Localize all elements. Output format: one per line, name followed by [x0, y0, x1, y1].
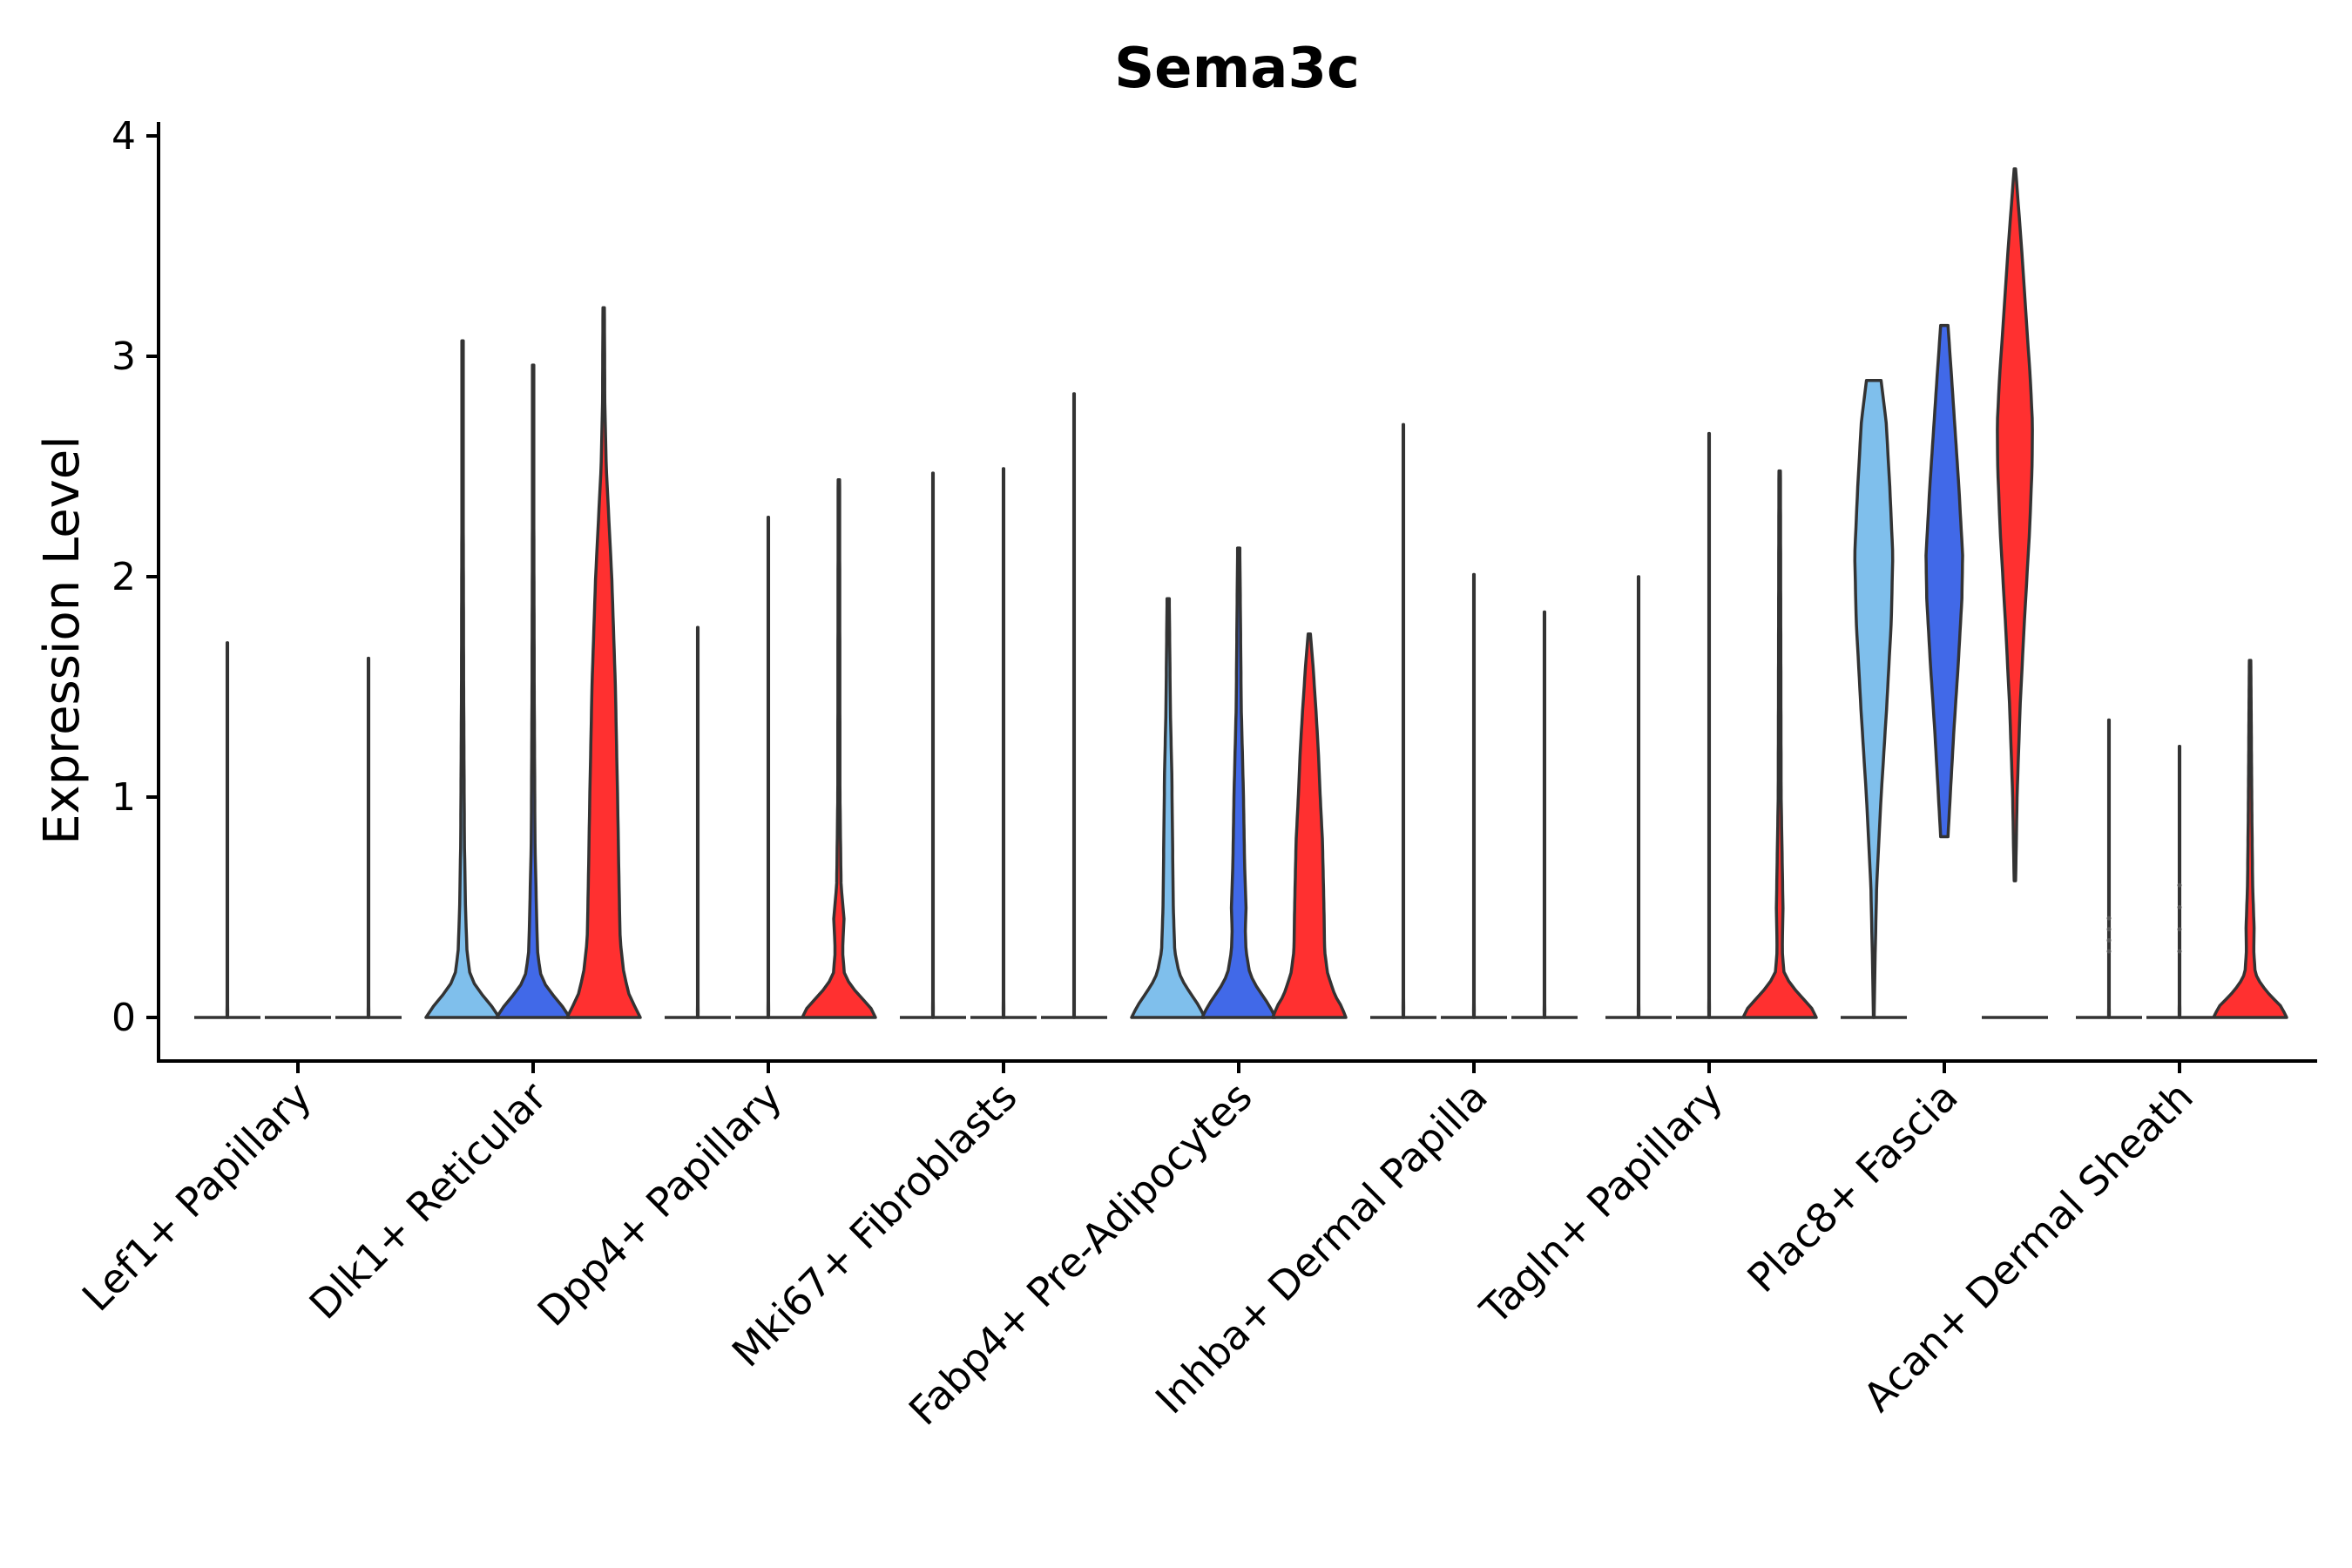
violin-5-0 — [1401, 422, 1406, 1019]
violin-7-2 — [1996, 167, 2034, 882]
violin-3-2 — [1071, 392, 1077, 1019]
outlier-point — [2177, 927, 2182, 932]
violin-8-0 — [2106, 718, 2112, 1019]
violin-7-1 — [1924, 323, 1964, 839]
outlier-point — [2106, 916, 2112, 921]
violin-0-2 — [366, 656, 371, 1019]
y-tick-label: 0 — [112, 996, 136, 1040]
violin-1-0 — [424, 339, 501, 1019]
y-ticks: 0 1 2 3 4 — [112, 114, 159, 1040]
violin-2-1 — [766, 515, 771, 1019]
y-tick-label: 1 — [112, 775, 136, 820]
x-category-label: Tagln+ Papillary — [1470, 1073, 1732, 1335]
violin-0-0 — [225, 641, 230, 1019]
y-tick-label: 3 — [112, 335, 136, 379]
x-category-label: Plac8+ Fascia — [1738, 1073, 1966, 1301]
outlier-point — [2177, 905, 2182, 909]
x-category-label: Dlk1+ Reticular — [301, 1073, 556, 1328]
x-category-label: Dpp4+ Papillary — [529, 1073, 791, 1335]
outlier-point — [2177, 882, 2182, 888]
y-tick-label: 4 — [112, 114, 136, 159]
violin-5-1 — [1471, 572, 1477, 1019]
y-tick-label: 2 — [112, 555, 136, 599]
violin-4-0 — [1130, 597, 1206, 1019]
outlier-point — [2106, 927, 2112, 932]
violin-4-1 — [1200, 546, 1277, 1019]
violin-3-0 — [930, 471, 936, 1019]
outlier-point — [2177, 949, 2182, 954]
x-category-label: Lef1+ Papillary — [73, 1073, 321, 1321]
violin-6-1 — [1707, 431, 1712, 1019]
violin-6-2 — [1741, 469, 1818, 1019]
outlier-point — [2106, 949, 2112, 954]
chart-title: Sema3c — [1114, 37, 1360, 101]
y-axis-label: Expression Level — [34, 436, 91, 845]
violin-8-2 — [2212, 659, 2288, 1019]
violin-1-1 — [495, 363, 571, 1019]
violin-5-2 — [1542, 610, 1547, 1019]
violin-2-2 — [801, 477, 877, 1019]
violin-2-0 — [695, 625, 700, 1019]
outlier-point — [2106, 937, 2112, 943]
violin-7-0 — [1853, 379, 1895, 1019]
violin-1-2 — [565, 306, 642, 1019]
violins-layer — [194, 167, 2288, 1019]
violin-4-2 — [1271, 632, 1348, 1019]
